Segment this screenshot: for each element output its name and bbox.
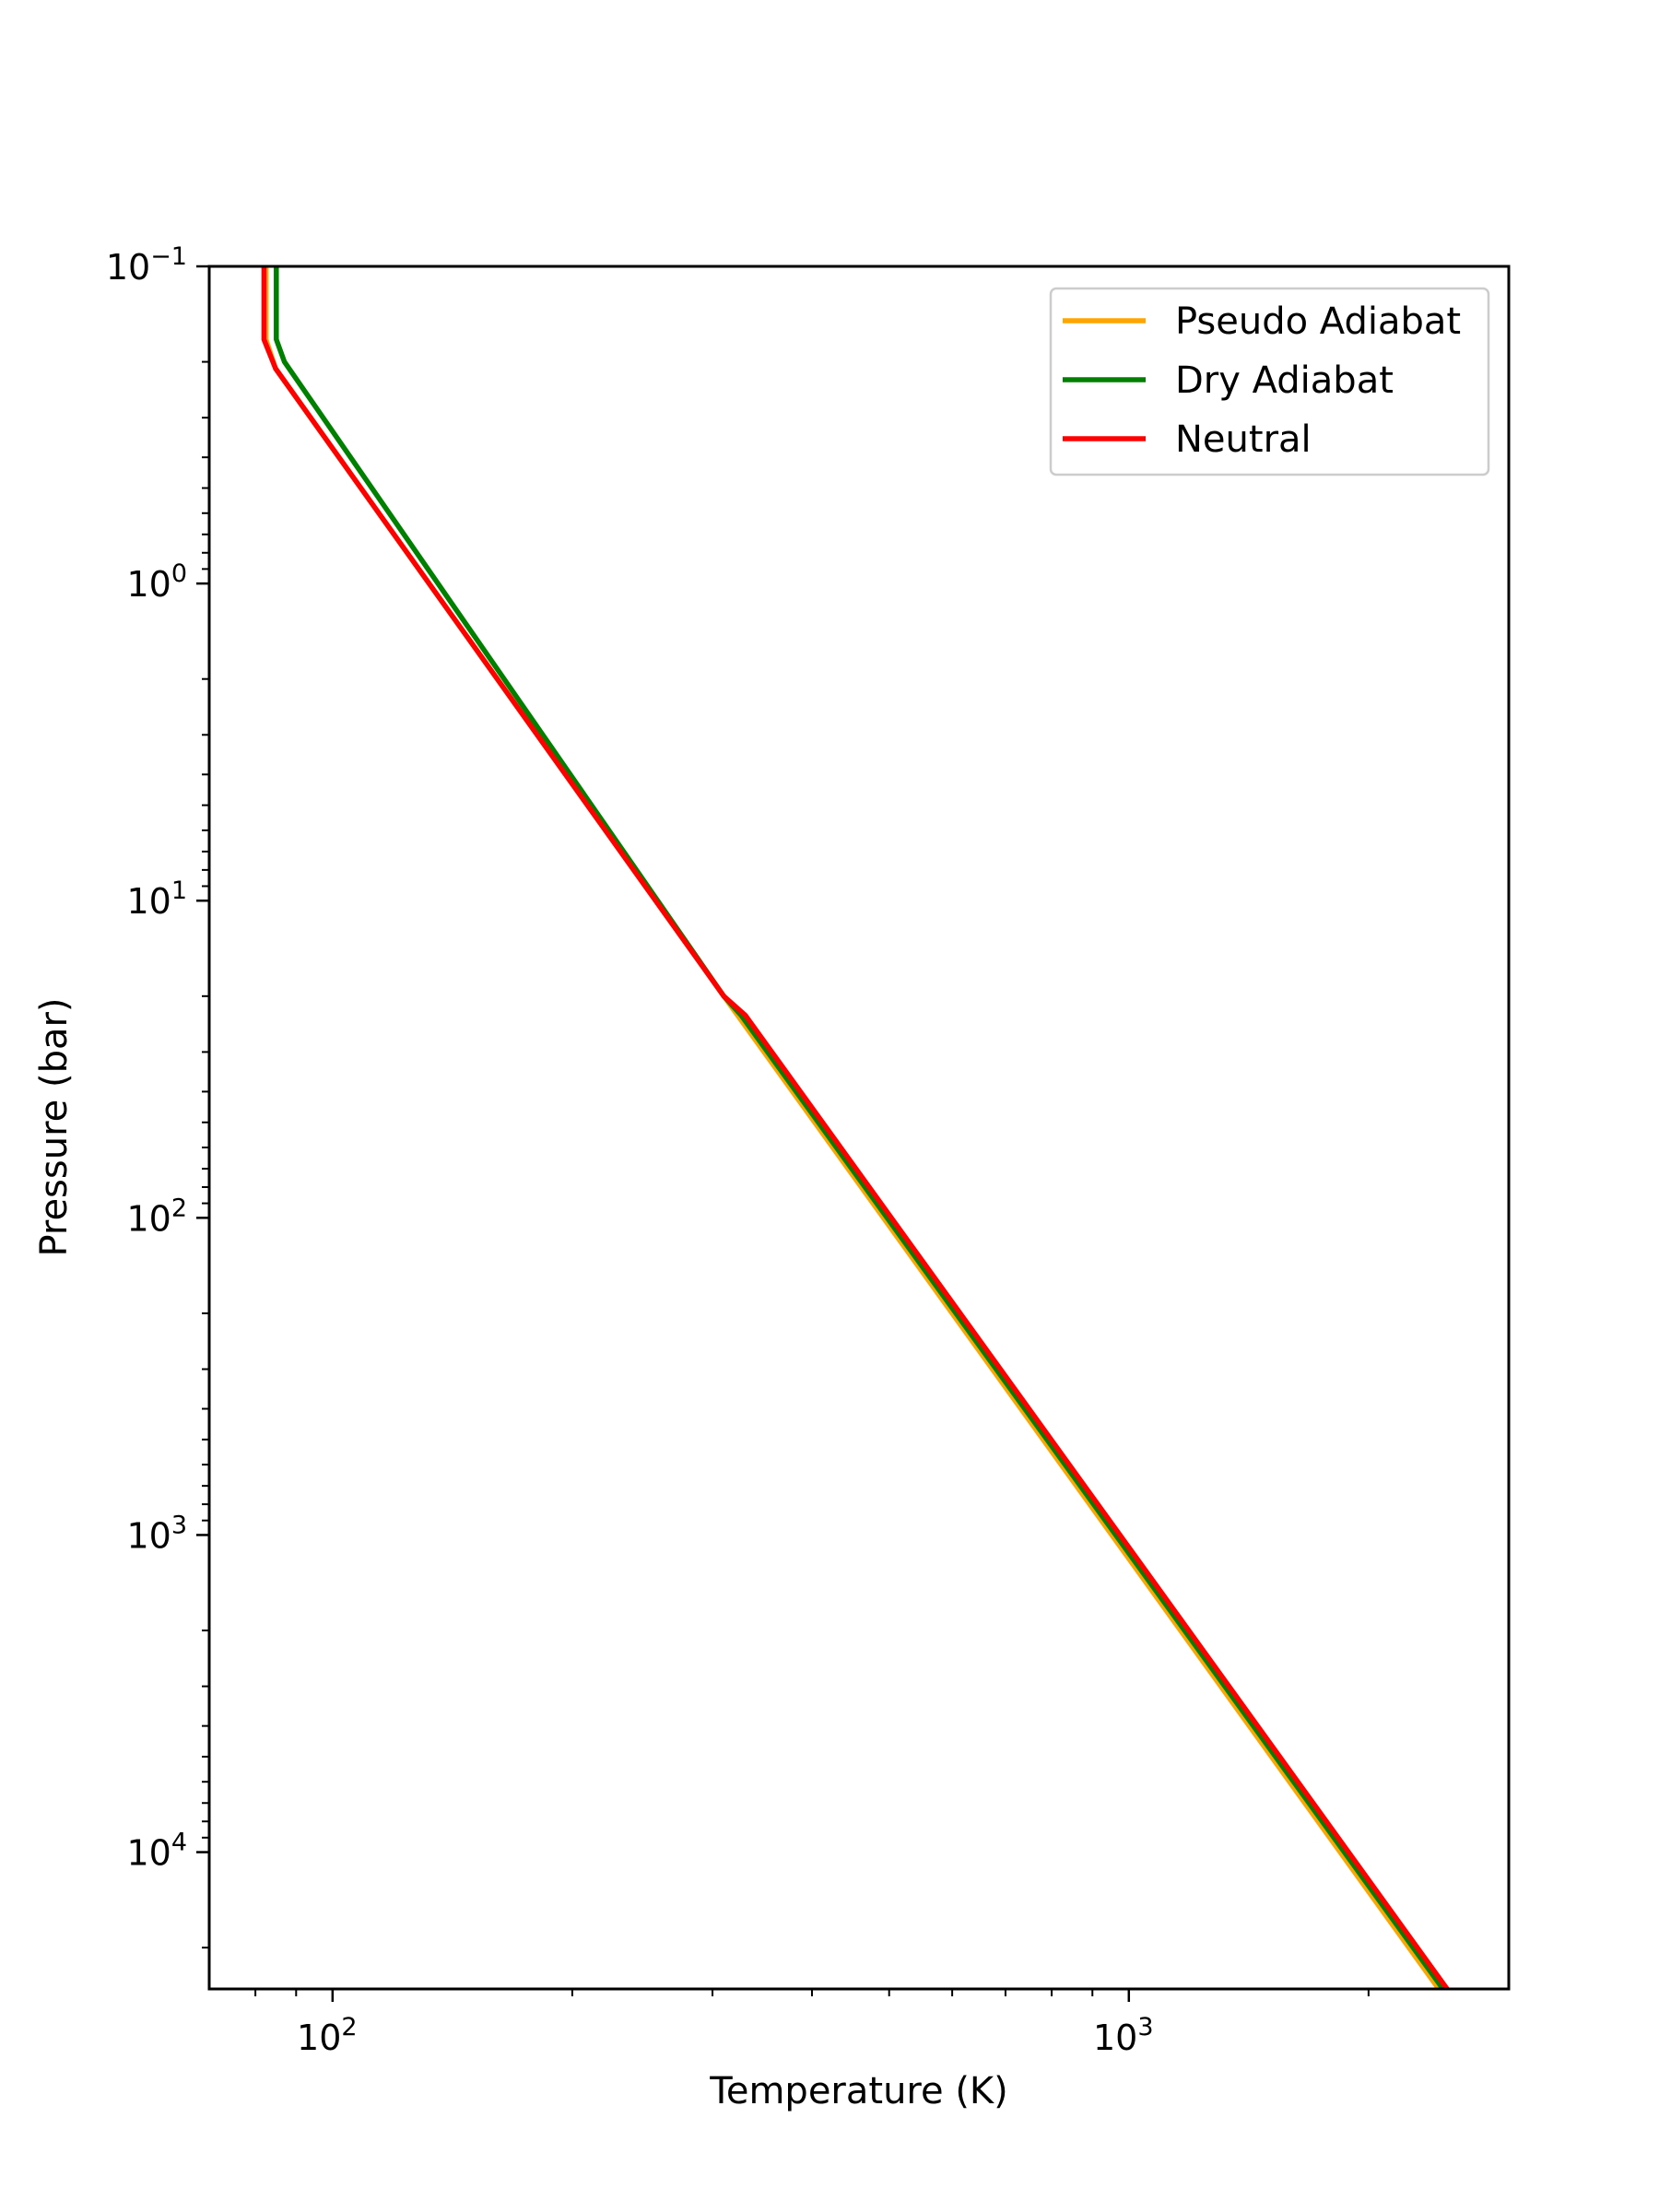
y-tick-label: 10−1 — [106, 242, 187, 288]
series-lines — [261, 266, 1450, 1989]
legend-label-pseudo-adiabat: Pseudo Adiabat — [1175, 300, 1461, 343]
y-tick-label: 101 — [126, 877, 187, 922]
x-tick-label: 102 — [297, 2013, 358, 2058]
y-tick-label: 102 — [126, 1194, 187, 1239]
y-axis-ticks: 10−1 100 101 102 103 104 — [106, 242, 209, 1874]
legend-label-neutral: Neutral — [1175, 418, 1312, 461]
legend: Pseudo Adiabat Dry Adiabat Neutral — [1049, 287, 1490, 477]
legend-label-dry-adiabat: Dry Adiabat — [1175, 359, 1394, 402]
x-axis-label: Temperature (K) — [709, 2070, 1008, 2112]
y-axis-label: Pressure (bar) — [33, 997, 76, 1256]
axes-frame — [207, 265, 1511, 1991]
x-axis-ticks: 102 103 — [297, 1989, 1154, 2058]
legend-box — [1049, 287, 1490, 477]
x-tick-label: 103 — [1093, 2013, 1154, 2058]
series-line-neutral — [261, 266, 1450, 1989]
y-tick-label: 104 — [126, 1829, 187, 1874]
y-tick-label: 103 — [126, 1511, 187, 1556]
y-tick-label: 100 — [126, 559, 187, 605]
series-line-dry-adiabat — [274, 266, 1445, 1989]
